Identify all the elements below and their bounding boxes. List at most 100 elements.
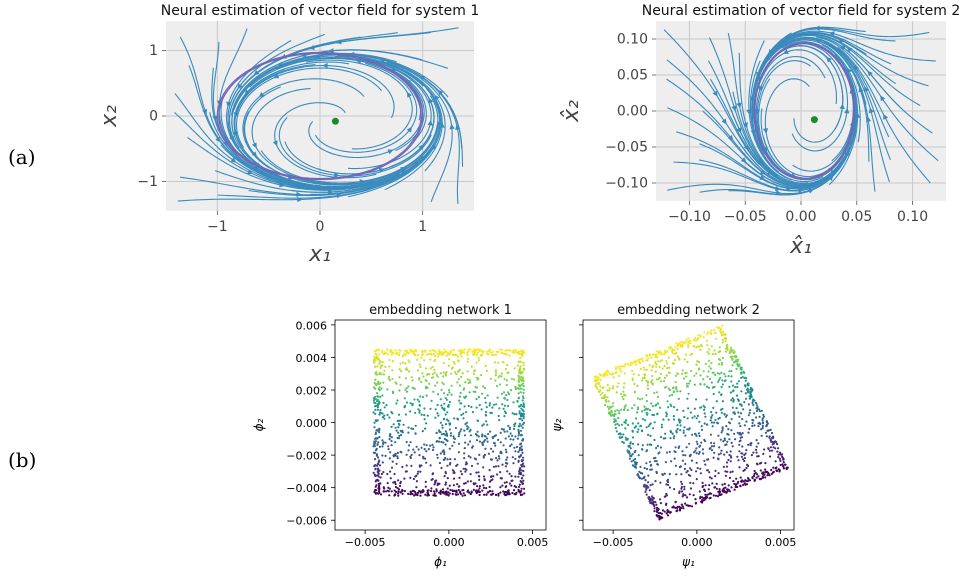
scatter-point xyxy=(403,489,406,493)
scatter-point xyxy=(463,452,466,455)
scatter-point xyxy=(668,394,671,397)
scatter-point xyxy=(386,388,389,391)
scatter-point xyxy=(375,349,378,352)
scatter-point xyxy=(678,357,681,360)
scatter-point xyxy=(496,396,499,399)
scatter-point xyxy=(463,494,467,497)
scatter-point xyxy=(497,414,500,418)
stream-arrow xyxy=(814,25,820,31)
scatter-point xyxy=(381,412,384,415)
scatter-point xyxy=(376,356,379,359)
scatter-point xyxy=(618,374,621,378)
scatter-point xyxy=(721,356,725,360)
scatter-point xyxy=(489,489,492,493)
scatter-point xyxy=(709,433,713,436)
scatter-point xyxy=(621,436,624,439)
scatter-point xyxy=(608,389,611,392)
scatter-point xyxy=(455,372,458,376)
scatter-point xyxy=(631,422,635,425)
scatter-point xyxy=(672,362,676,365)
scatter-point xyxy=(520,372,523,375)
scatter-point xyxy=(674,346,677,349)
scatter-point xyxy=(499,348,502,351)
scatter-point xyxy=(724,350,728,353)
scatter-point xyxy=(597,376,600,379)
scatter-point xyxy=(708,365,711,368)
scatter-point xyxy=(671,432,674,435)
scatter-point xyxy=(669,430,672,433)
scatter-point xyxy=(681,459,685,462)
scatter-point xyxy=(485,369,488,372)
scatter-point xyxy=(418,400,421,403)
scatter-point xyxy=(386,348,389,351)
scatter-point xyxy=(684,494,687,497)
scatter-point xyxy=(381,416,384,419)
scatter-point xyxy=(398,348,401,351)
scatter-point xyxy=(764,431,768,434)
scatter-point xyxy=(374,419,377,422)
scatter-point xyxy=(509,349,512,352)
scatter-point xyxy=(501,403,504,406)
scatter-point xyxy=(656,402,660,405)
scatter-point xyxy=(724,333,727,336)
scatter-point xyxy=(680,340,683,343)
scatter-point xyxy=(715,326,719,329)
scatter-point xyxy=(439,431,442,434)
scatter-point xyxy=(707,386,711,389)
scatter-point xyxy=(748,397,752,400)
scatter-point xyxy=(452,484,455,487)
scatter-point xyxy=(503,481,506,484)
scatter-point xyxy=(478,403,481,407)
scatter-point xyxy=(482,484,485,487)
scatter-point xyxy=(374,352,377,355)
scatter-point xyxy=(436,381,439,384)
scatter-point xyxy=(513,367,516,370)
scatter-point xyxy=(758,477,761,480)
scatter-point xyxy=(497,350,500,353)
scatter-point xyxy=(374,491,377,494)
scatter-point xyxy=(518,412,521,415)
scatter-point xyxy=(695,434,698,437)
scatter-point xyxy=(739,425,742,428)
scatter-point xyxy=(460,351,463,354)
scatter-point xyxy=(774,467,777,470)
scatter-point xyxy=(396,451,399,455)
scatter-point xyxy=(519,365,522,368)
scatter-point xyxy=(712,456,715,459)
scatter-point xyxy=(680,485,684,489)
scatter-point xyxy=(730,355,733,358)
scatter-point xyxy=(673,352,676,355)
scatter-point xyxy=(403,477,406,480)
stream-arrow xyxy=(746,109,752,116)
scatter-point xyxy=(711,425,714,428)
scatter-point xyxy=(497,376,500,379)
scatter-point xyxy=(431,448,435,452)
scatter-point xyxy=(394,482,397,486)
scatter-point xyxy=(695,417,698,420)
scatter-point xyxy=(680,503,683,506)
scatter-point xyxy=(645,487,648,490)
scatter-point xyxy=(378,464,382,467)
scatter-point xyxy=(413,494,416,497)
scatter-point xyxy=(522,402,525,405)
scatter-point xyxy=(687,337,690,340)
scatter-point xyxy=(400,430,403,433)
scatter-point xyxy=(664,432,667,435)
scatter-point xyxy=(505,458,508,461)
stream-arrow xyxy=(846,47,853,53)
scatter-point xyxy=(378,386,381,389)
scatter-point xyxy=(485,437,489,440)
scatter-point xyxy=(654,355,658,358)
scatter-point xyxy=(649,497,653,500)
scatter-point xyxy=(397,437,401,440)
scatter-point xyxy=(713,421,716,424)
scatter-point xyxy=(651,364,655,367)
scatter-point xyxy=(689,474,692,477)
scatter-point xyxy=(444,423,448,426)
scatter-point xyxy=(376,408,379,411)
scatter-point xyxy=(699,334,702,337)
scatter-point xyxy=(452,435,455,438)
scatter-point xyxy=(437,440,441,443)
scatter-point xyxy=(456,359,459,362)
scatter-point xyxy=(715,411,718,414)
